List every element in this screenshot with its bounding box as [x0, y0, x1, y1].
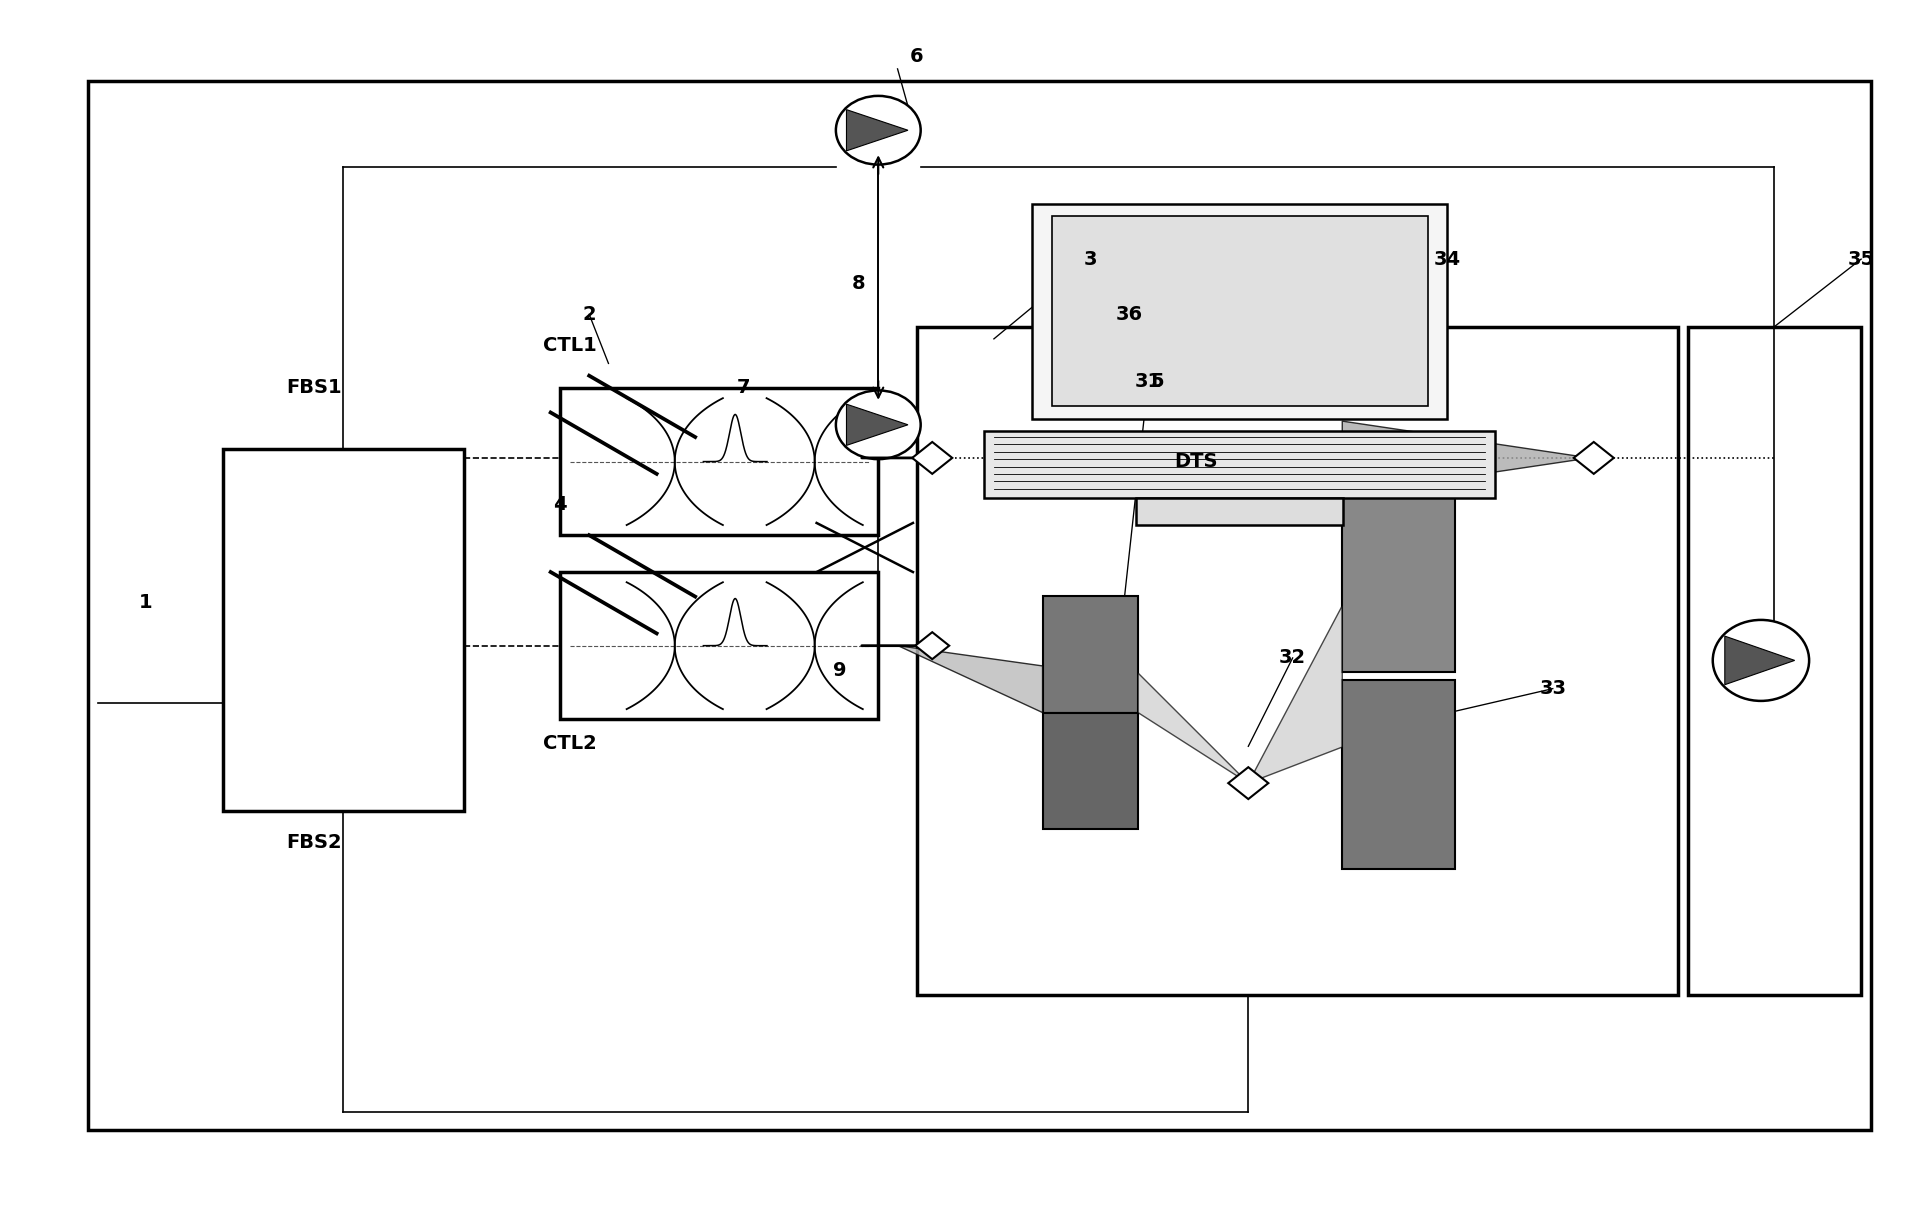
Polygon shape — [1573, 442, 1613, 474]
Polygon shape — [847, 405, 907, 445]
Bar — [1033, 204, 1448, 418]
Text: 7: 7 — [737, 379, 751, 397]
Polygon shape — [1725, 636, 1795, 685]
Text: 36: 36 — [1116, 305, 1143, 323]
Text: FBS1: FBS1 — [286, 379, 342, 397]
Polygon shape — [915, 632, 950, 659]
Text: CTL2: CTL2 — [542, 734, 596, 753]
Bar — [1341, 680, 1455, 868]
Text: 33: 33 — [1540, 679, 1567, 699]
Polygon shape — [1139, 673, 1249, 784]
Text: DTS: DTS — [1175, 453, 1218, 471]
Bar — [1052, 216, 1428, 406]
Text: 2: 2 — [583, 305, 596, 323]
Text: CTL1: CTL1 — [542, 336, 596, 354]
Bar — [89, 81, 1870, 1130]
Bar — [1687, 327, 1861, 995]
Polygon shape — [847, 109, 907, 151]
Bar — [560, 572, 878, 720]
Text: FBS2: FBS2 — [286, 833, 342, 851]
Bar — [917, 327, 1677, 995]
Ellipse shape — [836, 96, 921, 165]
Text: 8: 8 — [853, 274, 867, 293]
Ellipse shape — [1712, 620, 1808, 701]
Bar — [984, 430, 1496, 498]
Ellipse shape — [836, 390, 921, 459]
Text: 9: 9 — [834, 661, 847, 680]
Text: 6: 6 — [911, 47, 924, 66]
Text: 32: 32 — [1280, 648, 1307, 668]
Text: 35: 35 — [1847, 250, 1874, 268]
Polygon shape — [913, 442, 951, 474]
Bar — [1137, 498, 1343, 525]
Bar — [224, 449, 463, 812]
Polygon shape — [1227, 768, 1268, 800]
Text: 5: 5 — [1150, 373, 1164, 391]
Text: 31: 31 — [1135, 373, 1162, 391]
Text: 3: 3 — [1083, 250, 1096, 268]
Polygon shape — [1341, 421, 1590, 494]
Polygon shape — [897, 646, 1042, 712]
Text: 34: 34 — [1434, 250, 1461, 268]
Bar — [560, 387, 878, 535]
Bar — [1042, 597, 1139, 712]
Text: 1: 1 — [139, 593, 152, 613]
Text: 4: 4 — [554, 494, 567, 514]
Bar — [1042, 712, 1139, 829]
Polygon shape — [1249, 605, 1341, 784]
Bar — [1341, 483, 1455, 673]
